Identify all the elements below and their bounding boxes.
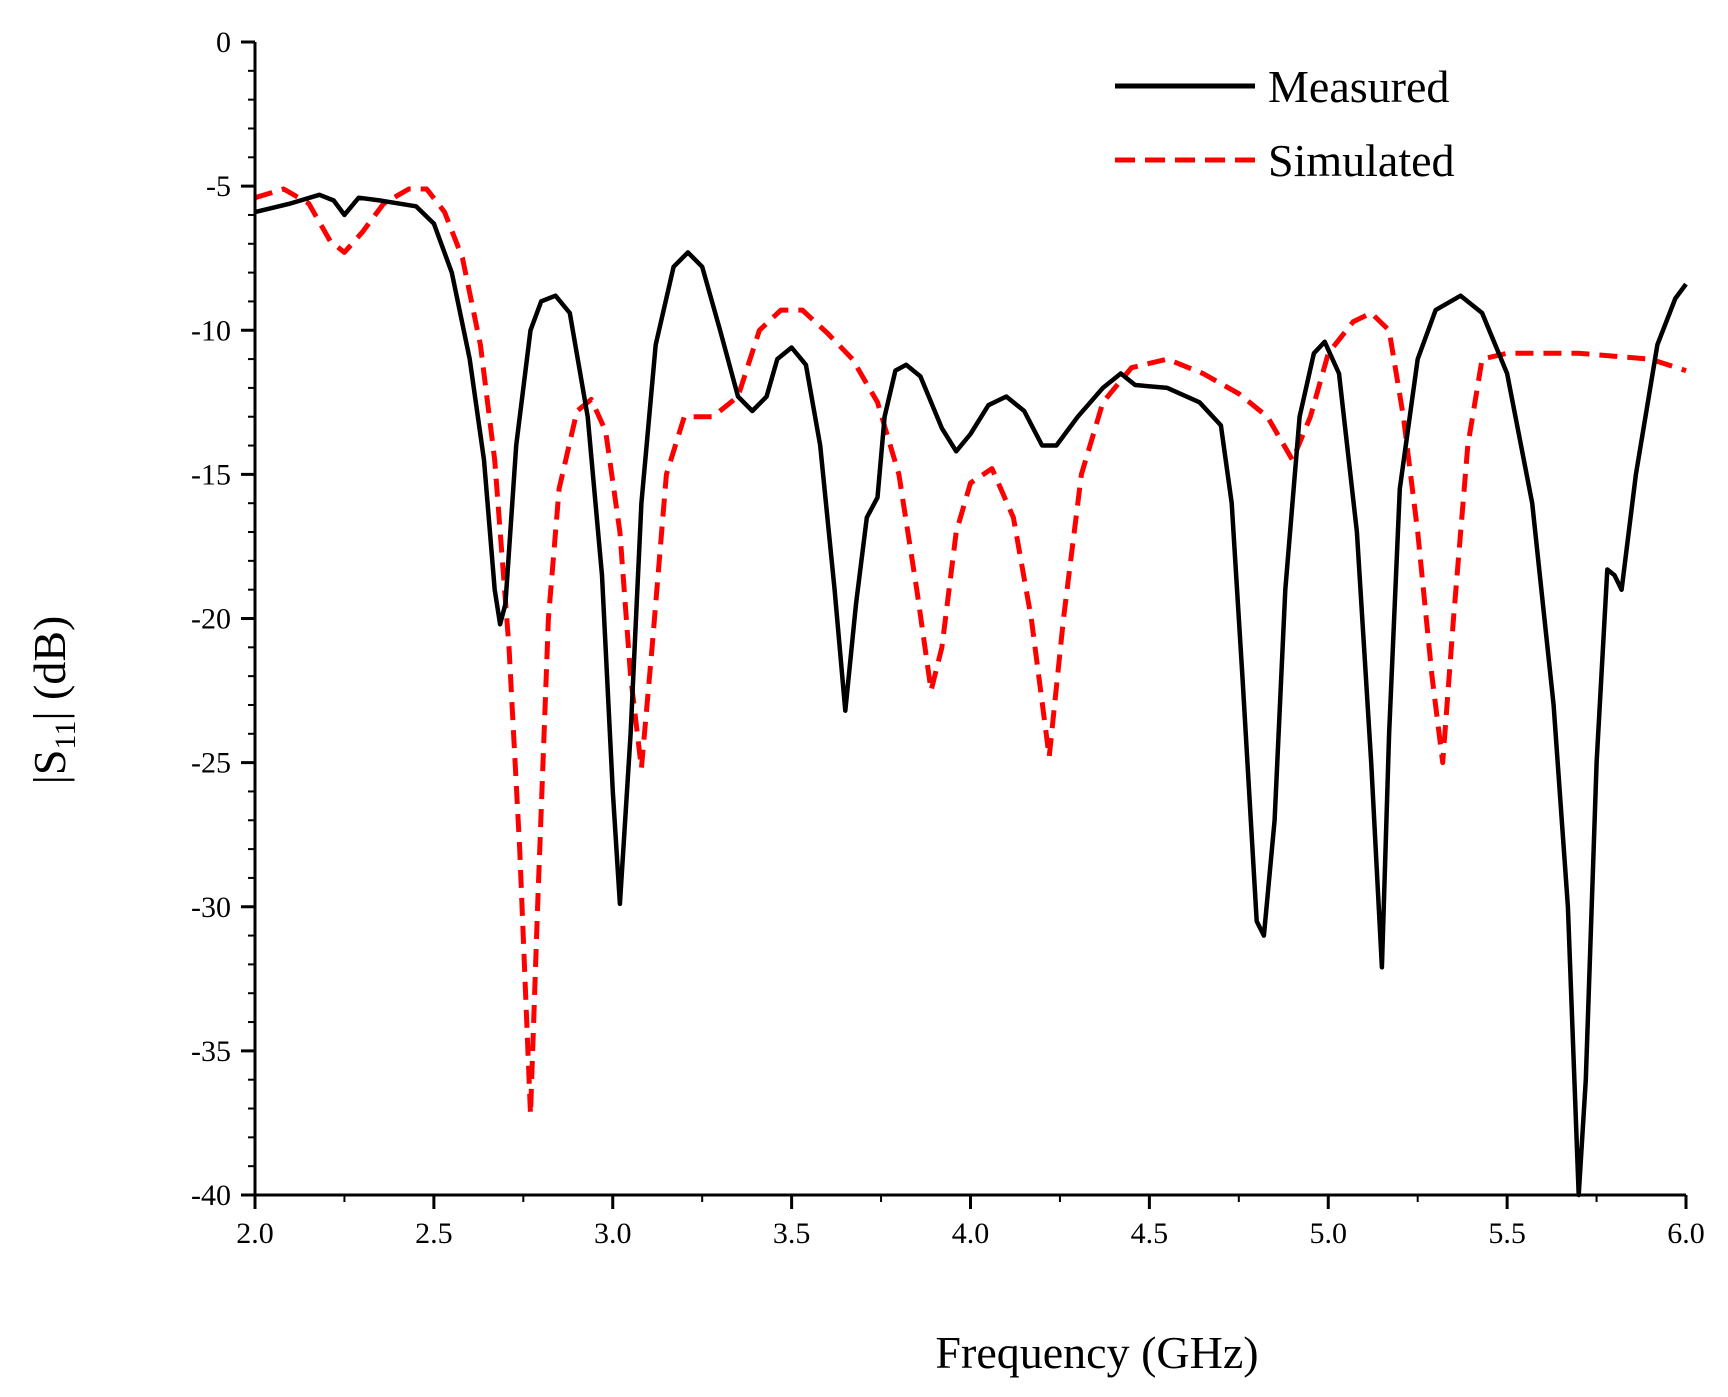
y-tick-label: -35 (191, 1035, 231, 1068)
x-tick-label: 2.5 (415, 1217, 453, 1250)
x-axis-title: Frequency (GHz) (935, 1327, 1258, 1378)
x-tick-label: 3.5 (773, 1217, 811, 1250)
legend-label-measured: Measured (1268, 61, 1449, 112)
plot-lines (254, 186, 1688, 1198)
x-tick-label: 4.0 (952, 1217, 990, 1250)
y-tick-label: -15 (191, 458, 231, 491)
x-tick-label: 5.5 (1488, 1217, 1526, 1250)
y-axis-title: |S11| (dB) (24, 616, 82, 785)
y-tick-label: -20 (191, 603, 231, 636)
y-tick-label: -40 (191, 1179, 231, 1212)
y-axis-title-main: |S (24, 750, 75, 785)
y-tick-label: -5 (206, 170, 231, 203)
x-tick-label: 4.5 (1131, 1217, 1169, 1250)
x-tick-label: 6.0 (1667, 1217, 1705, 1250)
y-tick-label: -10 (191, 314, 231, 347)
y-tick-label: 0 (216, 26, 231, 59)
legend: Measured Simulated (1115, 61, 1455, 186)
y-tick-label: -25 (191, 747, 231, 780)
x-tick-label: 3.0 (594, 1217, 632, 1250)
series-line-measured (254, 192, 1688, 1198)
y-axis-title-rest: | (dB) (24, 616, 75, 721)
x-ticks: 2.0 2.5 3.0 3.5 4.0 4.5 5.0 5.5 6.0 (236, 1195, 1705, 1250)
y-ticks: 0 -5 -10 -15 -20 -25 -30 -35 -40 (191, 26, 255, 1212)
y-axis-title-subscript: 11 (49, 721, 82, 750)
legend-label-simulated: Simulated (1268, 135, 1455, 186)
series-line-simulated (254, 186, 1687, 1117)
x-tick-label: 5.0 (1310, 1217, 1348, 1250)
y-tick-label: -30 (191, 891, 231, 924)
axes: 0 -5 -10 -15 -20 -25 -30 -35 -40 2.0 2.5 3.0 3.5 4.0… (191, 26, 1705, 1250)
x-tick-label: 2.0 (236, 1217, 274, 1250)
